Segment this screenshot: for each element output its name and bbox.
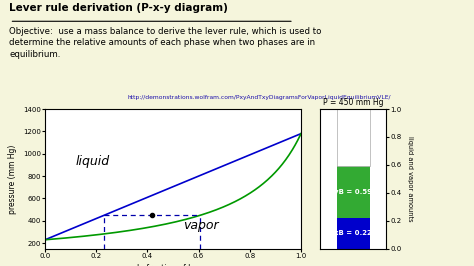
Text: Objective:  use a mass balance to derive the lever rule, which is used to
determ: Objective: use a mass balance to derive … bbox=[9, 27, 322, 59]
Text: vapor: vapor bbox=[183, 219, 219, 232]
Y-axis label: pressure (mm Hg): pressure (mm Hg) bbox=[9, 144, 18, 214]
Bar bbox=[337, 218, 370, 249]
Text: yB = 0.59: yB = 0.59 bbox=[334, 189, 372, 195]
Text: xB = 0.22: xB = 0.22 bbox=[334, 230, 372, 236]
Text: http://demonstrations.wolfram.com/PxyAndTxyDiagramsForVaporLiquidEquilibriumVLE/: http://demonstrations.wolfram.com/PxyAnd… bbox=[128, 95, 392, 100]
Bar bbox=[337, 166, 370, 218]
Bar bbox=[337, 109, 370, 166]
Title: P = 450 mm Hg: P = 450 mm Hg bbox=[323, 98, 383, 107]
Y-axis label: liquid and vapor amounts: liquid and vapor amounts bbox=[407, 136, 413, 222]
Text: liquid: liquid bbox=[76, 155, 110, 168]
X-axis label: mole fraction of benzene: mole fraction of benzene bbox=[125, 264, 221, 266]
Text: Lever rule derivation (P-x-y diagram): Lever rule derivation (P-x-y diagram) bbox=[9, 3, 228, 13]
